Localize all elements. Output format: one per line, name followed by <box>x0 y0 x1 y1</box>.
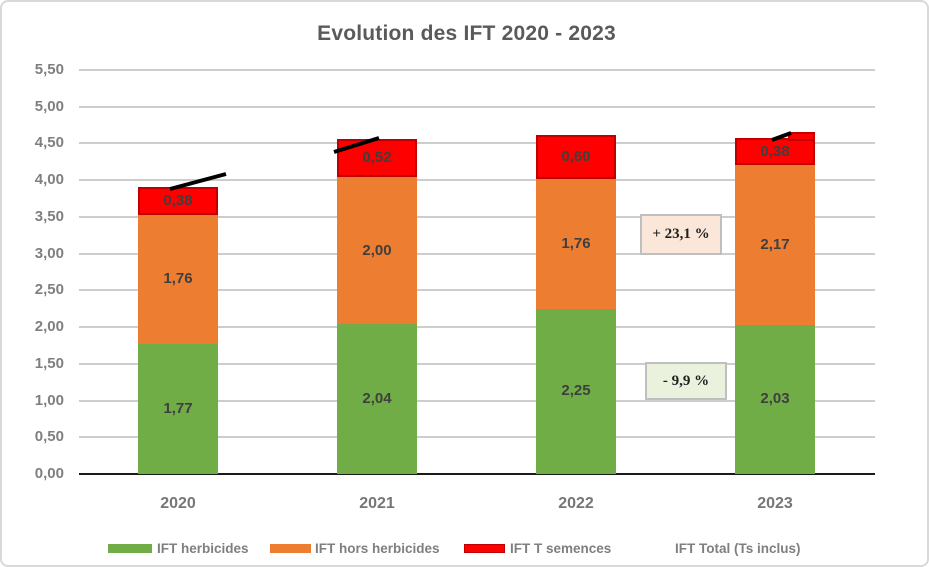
bar-value-label: 0,38 <box>760 142 790 160</box>
legend-swatch <box>464 544 505 553</box>
gridline <box>79 105 875 108</box>
y-axis-tick-label: 2,50 <box>34 281 64 299</box>
bar-value-label: 2,25 <box>561 382 591 400</box>
bar-segment <box>536 179 616 309</box>
bar-segment <box>138 214 218 344</box>
y-axis-tick-label: 5,00 <box>34 97 64 115</box>
legend-swatch <box>108 544 152 553</box>
y-axis-tick-label: 1,50 <box>34 354 64 372</box>
bar-value-label: 2,04 <box>362 390 392 408</box>
y-axis-tick-label: 3,00 <box>34 244 64 262</box>
bar-segment <box>536 308 616 474</box>
bar-value-label: 0,38 <box>163 191 193 209</box>
y-axis-tick-label: 3,50 <box>34 207 64 225</box>
gridline <box>79 252 875 255</box>
legend-label: IFT hors herbicides <box>315 541 440 556</box>
gridline <box>79 362 875 365</box>
bar-segment <box>138 343 218 474</box>
y-axis-tick-label: 0,00 <box>34 465 64 482</box>
bar-segment <box>735 165 815 325</box>
gridline <box>79 69 875 71</box>
bar-value-label: 0,52 <box>362 149 392 167</box>
bar-segment <box>337 324 417 474</box>
legend-swatch <box>270 544 311 553</box>
category-label: 2022 <box>558 495 594 512</box>
annotation-decrease: - 9,9 % <box>645 362 727 400</box>
x-axis-line <box>79 473 875 475</box>
bar-value-label: 1,76 <box>561 235 591 253</box>
category-label: 2021 <box>359 495 395 512</box>
bar-value-label: 1,76 <box>163 270 193 288</box>
chart-title: Evolution des IFT 2020 - 2023 <box>317 22 616 45</box>
total-step-cap <box>788 132 815 141</box>
gridline <box>79 142 875 145</box>
bar-segment <box>536 135 616 180</box>
annotation-increase: + 23,1 % <box>640 214 722 255</box>
annotation-decrease-text: - 9,9 % <box>662 372 710 389</box>
bar-value-label: 0,60 <box>561 148 591 166</box>
annotation-increase-text: + 23,1 % <box>652 226 710 242</box>
y-axis-tick-label: 5,50 <box>34 61 64 78</box>
gridline <box>79 326 875 329</box>
legend-label: IFT Total (Ts inclus) <box>675 541 801 556</box>
y-axis-tick-label: 0,50 <box>34 428 64 446</box>
y-axis-tick-label: 2,00 <box>34 318 64 336</box>
y-axis-tick-label: 4,50 <box>34 134 64 152</box>
gridline <box>79 399 875 402</box>
category-label: 2020 <box>160 495 196 512</box>
legend-label: IFT T semences <box>510 541 612 556</box>
gridline <box>79 215 875 218</box>
bar-segment <box>735 324 815 474</box>
legend-label: IFT herbicides <box>157 541 249 556</box>
gridline <box>79 179 875 182</box>
bar-value-label: 1,77 <box>163 399 193 417</box>
bar-value-label: 2,00 <box>362 241 392 259</box>
bar-value-label: 2,03 <box>760 390 790 408</box>
category-label: 2023 <box>757 495 793 512</box>
y-axis-tick-label: 1,00 <box>34 391 64 409</box>
gridline <box>79 436 875 439</box>
gridline <box>79 289 875 292</box>
bar-segment <box>337 177 417 325</box>
y-axis-tick-label: 4,00 <box>34 171 64 189</box>
bar-value-label: 2,17 <box>760 236 790 254</box>
